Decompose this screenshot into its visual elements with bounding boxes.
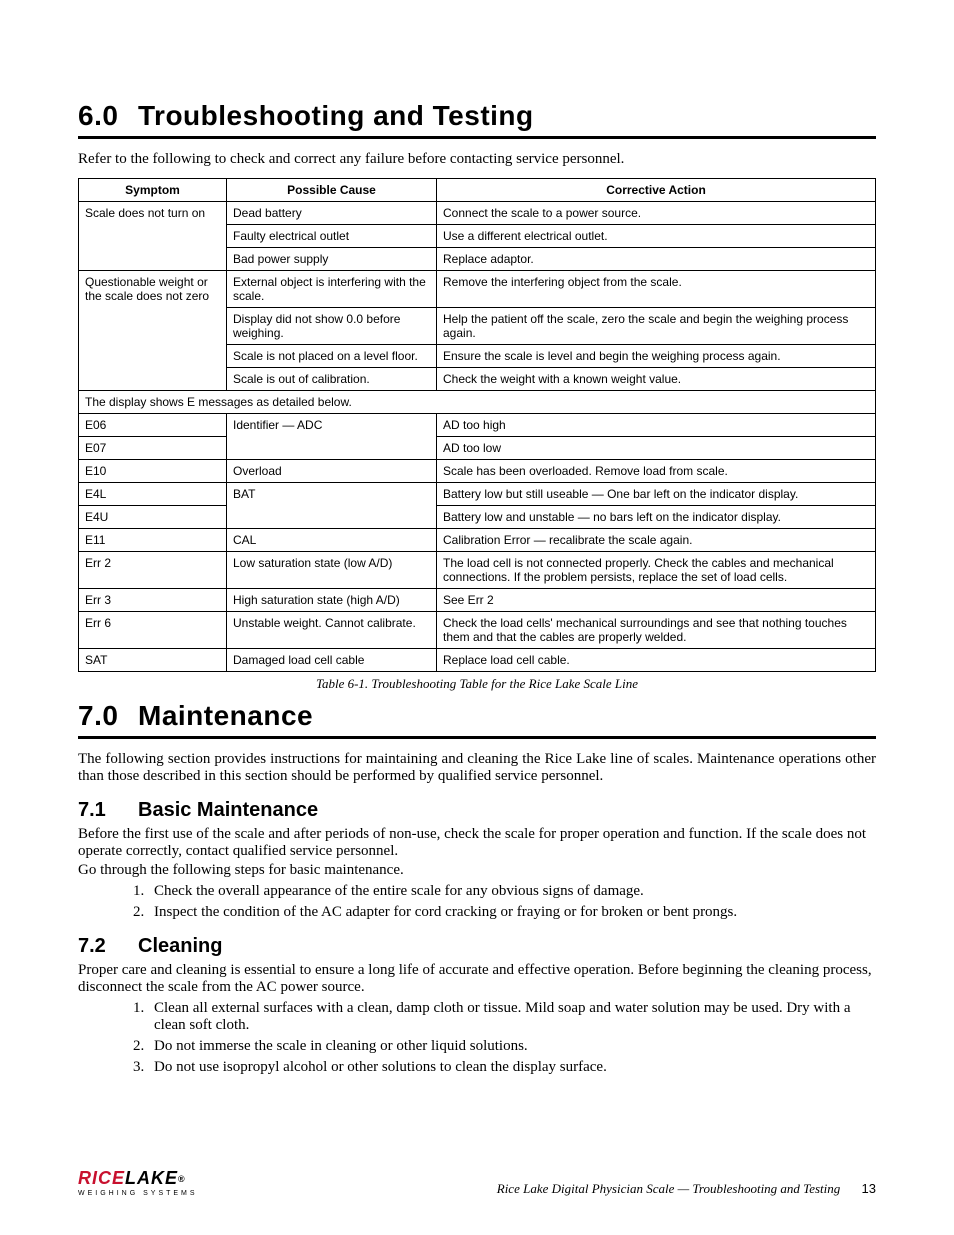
table-row: Scale does not turn on Dead battery Conn… [79,202,876,225]
page-footer: RICE LAKE® WEIGHING SYSTEMS Rice Lake Di… [78,1168,876,1197]
logo-main: RICE LAKE® [78,1168,198,1189]
th-action: Corrective Action [437,179,876,202]
cell-action: Check the weight with a known weight val… [437,368,876,391]
cell-symptom: Err 3 [79,589,227,612]
cell-span: The display shows E messages as detailed… [79,391,876,414]
subsection-72-number: 7.2 [78,935,138,958]
cell-action: See Err 2 [437,589,876,612]
list-item: Do not immerse the scale in cleaning or … [148,1038,876,1055]
cell-symptom: Scale does not turn on [79,202,227,271]
sub71-list: Check the overall appearance of the enti… [78,883,876,921]
cell-cause: Low saturation state (low A/D) [227,552,437,589]
cell-action: The load cell is not connected properly.… [437,552,876,589]
cell-cause: Overload [227,460,437,483]
sub72-list: Clean all external surfaces with a clean… [78,1000,876,1076]
cell-symptom: Err 2 [79,552,227,589]
sub71-p1: Before the first use of the scale and af… [78,826,876,860]
section-6-title: Troubleshooting and Testing [138,100,534,132]
section-7-intro: The following section provides instructi… [78,751,876,785]
subsection-71-number: 7.1 [78,799,138,822]
cell-cause: Display did not show 0.0 before weighing… [227,308,437,345]
logo-word-rice: RICE [78,1168,125,1189]
cell-action: Calibration Error — recalibrate the scal… [437,529,876,552]
cell-cause: Bad power supply [227,248,437,271]
cell-cause: Scale is out of calibration. [227,368,437,391]
cell-action: Battery low but still useable — One bar … [437,483,876,506]
cell-action: Scale has been overloaded. Remove load f… [437,460,876,483]
section-7-title: Maintenance [138,700,313,732]
table-row: E10 Overload Scale has been overloaded. … [79,460,876,483]
footer-text: Rice Lake Digital Physician Scale — Trou… [497,1181,876,1197]
list-item: Clean all external surfaces with a clean… [148,1000,876,1034]
subsection-71-title: Basic Maintenance [138,799,318,822]
cell-symptom: E10 [79,460,227,483]
table-row: SAT Damaged load cell cable Replace load… [79,649,876,672]
subsection-72-title: Cleaning [138,935,222,958]
cell-action: Replace adaptor. [437,248,876,271]
cell-symptom: E11 [79,529,227,552]
table-row: E4L BAT Battery low but still useable — … [79,483,876,506]
section-7-number: 7.0 [78,700,138,732]
registered-icon: ® [178,1174,186,1184]
table-row: Err 3 High saturation state (high A/D) S… [79,589,876,612]
table-row: E06 Identifier — ADC AD too high [79,414,876,437]
cell-action: Ensure the scale is level and begin the … [437,345,876,368]
cell-cause: Scale is not placed on a level floor. [227,345,437,368]
cell-cause: High saturation state (high A/D) [227,589,437,612]
list-item: Inspect the condition of the AC adapter … [148,904,876,921]
cell-symptom: E06 [79,414,227,437]
cell-symptom: E4U [79,506,227,529]
cell-symptom: E07 [79,437,227,460]
cell-action: Replace load cell cable. [437,649,876,672]
cell-symptom: Questionable weight or the scale does no… [79,271,227,391]
section-6-heading: 6.0 Troubleshooting and Testing [78,100,876,139]
rice-lake-logo: RICE LAKE® WEIGHING SYSTEMS [78,1168,198,1197]
cell-cause: Identifier — ADC [227,414,437,460]
cell-action: Use a different electrical outlet. [437,225,876,248]
table-row: E4U Battery low and unstable — no bars l… [79,506,876,529]
section-7-heading: 7.0 Maintenance [78,700,876,739]
cell-action: Remove the interfering object from the s… [437,271,876,308]
cell-cause: BAT [227,483,437,529]
cell-action: Battery low and unstable — no bars left … [437,506,876,529]
table-row: Err 2 Low saturation state (low A/D) The… [79,552,876,589]
troubleshooting-table: Symptom Possible Cause Corrective Action… [78,178,876,672]
th-cause: Possible Cause [227,179,437,202]
th-symptom: Symptom [79,179,227,202]
sub71-p2: Go through the following steps for basic… [78,862,876,879]
table-row: Err 6 Unstable weight. Cannot calibrate.… [79,612,876,649]
table-caption: Table 6-1. Troubleshooting Table for the… [78,676,876,692]
cell-cause: Unstable weight. Cannot calibrate. [227,612,437,649]
list-item: Check the overall appearance of the enti… [148,883,876,900]
table-row: Questionable weight or the scale does no… [79,271,876,308]
subsection-72-heading: 7.2 Cleaning [78,935,876,958]
cell-cause: Damaged load cell cable [227,649,437,672]
cell-action: Connect the scale to a power source. [437,202,876,225]
cell-action: Check the load cells' mechanical surroun… [437,612,876,649]
logo-subtitle: WEIGHING SYSTEMS [78,1190,198,1197]
footer-caption: Rice Lake Digital Physician Scale — Trou… [497,1181,841,1196]
logo-word-lake: LAKE [125,1168,178,1189]
table-row: E07 AD too low [79,437,876,460]
cell-symptom: Err 6 [79,612,227,649]
cell-action: AD too high [437,414,876,437]
page-number: 13 [862,1181,876,1196]
cell-cause: Dead battery [227,202,437,225]
list-item: Do not use isopropyl alcohol or other so… [148,1059,876,1076]
table-header-row: Symptom Possible Cause Corrective Action [79,179,876,202]
section-6-intro: Refer to the following to check and corr… [78,151,876,168]
cell-action: AD too low [437,437,876,460]
section-6-number: 6.0 [78,100,138,132]
cell-cause: CAL [227,529,437,552]
cell-action: Help the patient off the scale, zero the… [437,308,876,345]
subsection-71-heading: 7.1 Basic Maintenance [78,799,876,822]
cell-symptom: E4L [79,483,227,506]
table-row: E11 CAL Calibration Error — recalibrate … [79,529,876,552]
cell-cause: Faulty electrical outlet [227,225,437,248]
sub72-p1: Proper care and cleaning is essential to… [78,962,876,996]
cell-cause: External object is interfering with the … [227,271,437,308]
cell-symptom: SAT [79,649,227,672]
table-row: The display shows E messages as detailed… [79,391,876,414]
